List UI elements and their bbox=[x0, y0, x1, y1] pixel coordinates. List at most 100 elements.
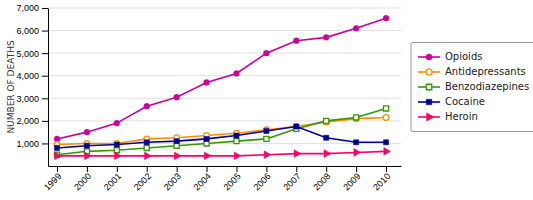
series-marker bbox=[324, 118, 329, 123]
series-marker bbox=[383, 15, 389, 21]
series-marker bbox=[293, 38, 299, 44]
legend-item: Opioids bbox=[418, 51, 482, 62]
series-marker bbox=[234, 152, 241, 160]
y-tick: 3,000 bbox=[16, 94, 48, 104]
series-line bbox=[57, 127, 386, 148]
y-tick: 4,000 bbox=[16, 71, 48, 81]
series-line bbox=[57, 108, 386, 154]
series-marker bbox=[383, 115, 389, 121]
series bbox=[55, 147, 391, 159]
legend-label: Heroin bbox=[445, 111, 478, 122]
x-tick-label: 2010 bbox=[371, 171, 392, 192]
series-marker bbox=[174, 152, 181, 160]
legend-swatch-marker bbox=[426, 54, 432, 60]
series-marker bbox=[144, 140, 149, 145]
y-tick-label: 6,000 bbox=[16, 26, 39, 36]
x-axis-line bbox=[49, 166, 402, 167]
y-tick-mark bbox=[42, 121, 48, 122]
series-marker bbox=[293, 124, 299, 130]
y-tick-mark bbox=[42, 98, 48, 99]
legend-item: Benzodiazepines bbox=[418, 81, 529, 92]
chart-svg: 1999200020012002200320042005200620072008… bbox=[0, 0, 533, 200]
series-marker bbox=[144, 103, 150, 109]
x-tick: 2008 bbox=[311, 166, 332, 192]
y-tick-mark bbox=[42, 76, 48, 77]
x-tick-label: 2005 bbox=[222, 171, 243, 192]
x-tick-label: 2002 bbox=[132, 171, 153, 192]
legend-swatch-marker bbox=[427, 113, 434, 121]
series-marker bbox=[323, 34, 329, 40]
y-tick-label: 7,000 bbox=[16, 3, 39, 13]
series-marker bbox=[354, 115, 359, 120]
grid-line bbox=[48, 120, 401, 121]
y-tick-label: 3,000 bbox=[16, 94, 39, 104]
x-tick-mark bbox=[117, 166, 118, 172]
series-marker bbox=[174, 139, 179, 144]
y-tick: 7,000 bbox=[16, 3, 48, 13]
x-tick-mark bbox=[266, 166, 267, 172]
series-marker bbox=[324, 135, 329, 140]
series-marker bbox=[353, 116, 359, 122]
series-marker bbox=[114, 141, 120, 147]
legend-frame bbox=[411, 43, 533, 132]
series-marker bbox=[204, 136, 209, 141]
series bbox=[54, 124, 388, 151]
series-marker bbox=[383, 140, 388, 145]
series bbox=[54, 106, 388, 157]
x-tick-label: 2000 bbox=[72, 171, 93, 192]
y-tick: 2,000 bbox=[16, 116, 48, 126]
x-tick-label: 2004 bbox=[192, 171, 213, 192]
series-marker bbox=[264, 151, 271, 159]
series-marker bbox=[84, 129, 90, 135]
series-marker bbox=[85, 152, 92, 160]
x-tick: 2010 bbox=[371, 166, 392, 192]
series-line bbox=[57, 117, 386, 144]
data-layer bbox=[54, 15, 390, 159]
x-tick: 2003 bbox=[162, 166, 183, 192]
x-tick: 2004 bbox=[192, 166, 213, 192]
series-marker bbox=[353, 25, 359, 31]
y-tick: 5,000 bbox=[16, 49, 48, 59]
legend-swatch-marker bbox=[426, 99, 431, 104]
x-tick-mark bbox=[207, 166, 208, 172]
x-tick: 2009 bbox=[341, 166, 362, 192]
y-tick-mark bbox=[42, 143, 48, 144]
chart-container: 1999200020012002200320042005200620072008… bbox=[0, 0, 533, 200]
series-marker bbox=[54, 145, 59, 150]
x-tick-label: 2007 bbox=[281, 171, 302, 192]
series-marker bbox=[264, 127, 270, 133]
series-marker bbox=[323, 119, 329, 125]
legend-label: Opioids bbox=[445, 51, 482, 62]
series-marker bbox=[294, 150, 301, 158]
series-marker bbox=[384, 147, 391, 155]
series-marker bbox=[234, 71, 240, 77]
x-tick-label: 1999 bbox=[42, 171, 63, 192]
x-tick-mark bbox=[236, 166, 237, 172]
legend-swatch-marker bbox=[426, 69, 432, 75]
y-tick-label: 5,000 bbox=[16, 49, 39, 59]
x-tick: 2000 bbox=[72, 166, 93, 192]
x-tick: 1999 bbox=[42, 166, 63, 192]
grid-line bbox=[48, 98, 401, 99]
grid-line bbox=[48, 75, 401, 76]
series-line bbox=[57, 151, 386, 156]
series-marker bbox=[383, 106, 388, 111]
x-tick: 2005 bbox=[222, 166, 243, 192]
series-marker bbox=[114, 120, 120, 126]
x-tick-mark bbox=[87, 166, 88, 172]
x-tick-mark bbox=[356, 166, 357, 172]
y-axis: 1,0002,0003,0004,0005,0006,0007,000 bbox=[16, 3, 48, 166]
legend-item: Heroin bbox=[418, 111, 478, 122]
series-marker bbox=[264, 136, 269, 141]
series-marker bbox=[324, 150, 331, 158]
series-marker bbox=[84, 143, 89, 148]
series-marker bbox=[264, 128, 269, 133]
series-marker bbox=[55, 152, 62, 160]
grid-line bbox=[48, 53, 401, 54]
y-tick-label: 4,000 bbox=[16, 71, 39, 81]
plot-area: 1999200020012002200320042005200620072008… bbox=[16, 3, 401, 192]
series-marker bbox=[354, 149, 361, 157]
series-marker bbox=[234, 139, 239, 144]
x-tick-mark bbox=[177, 166, 178, 172]
y-tick-label: 2,000 bbox=[16, 116, 39, 126]
